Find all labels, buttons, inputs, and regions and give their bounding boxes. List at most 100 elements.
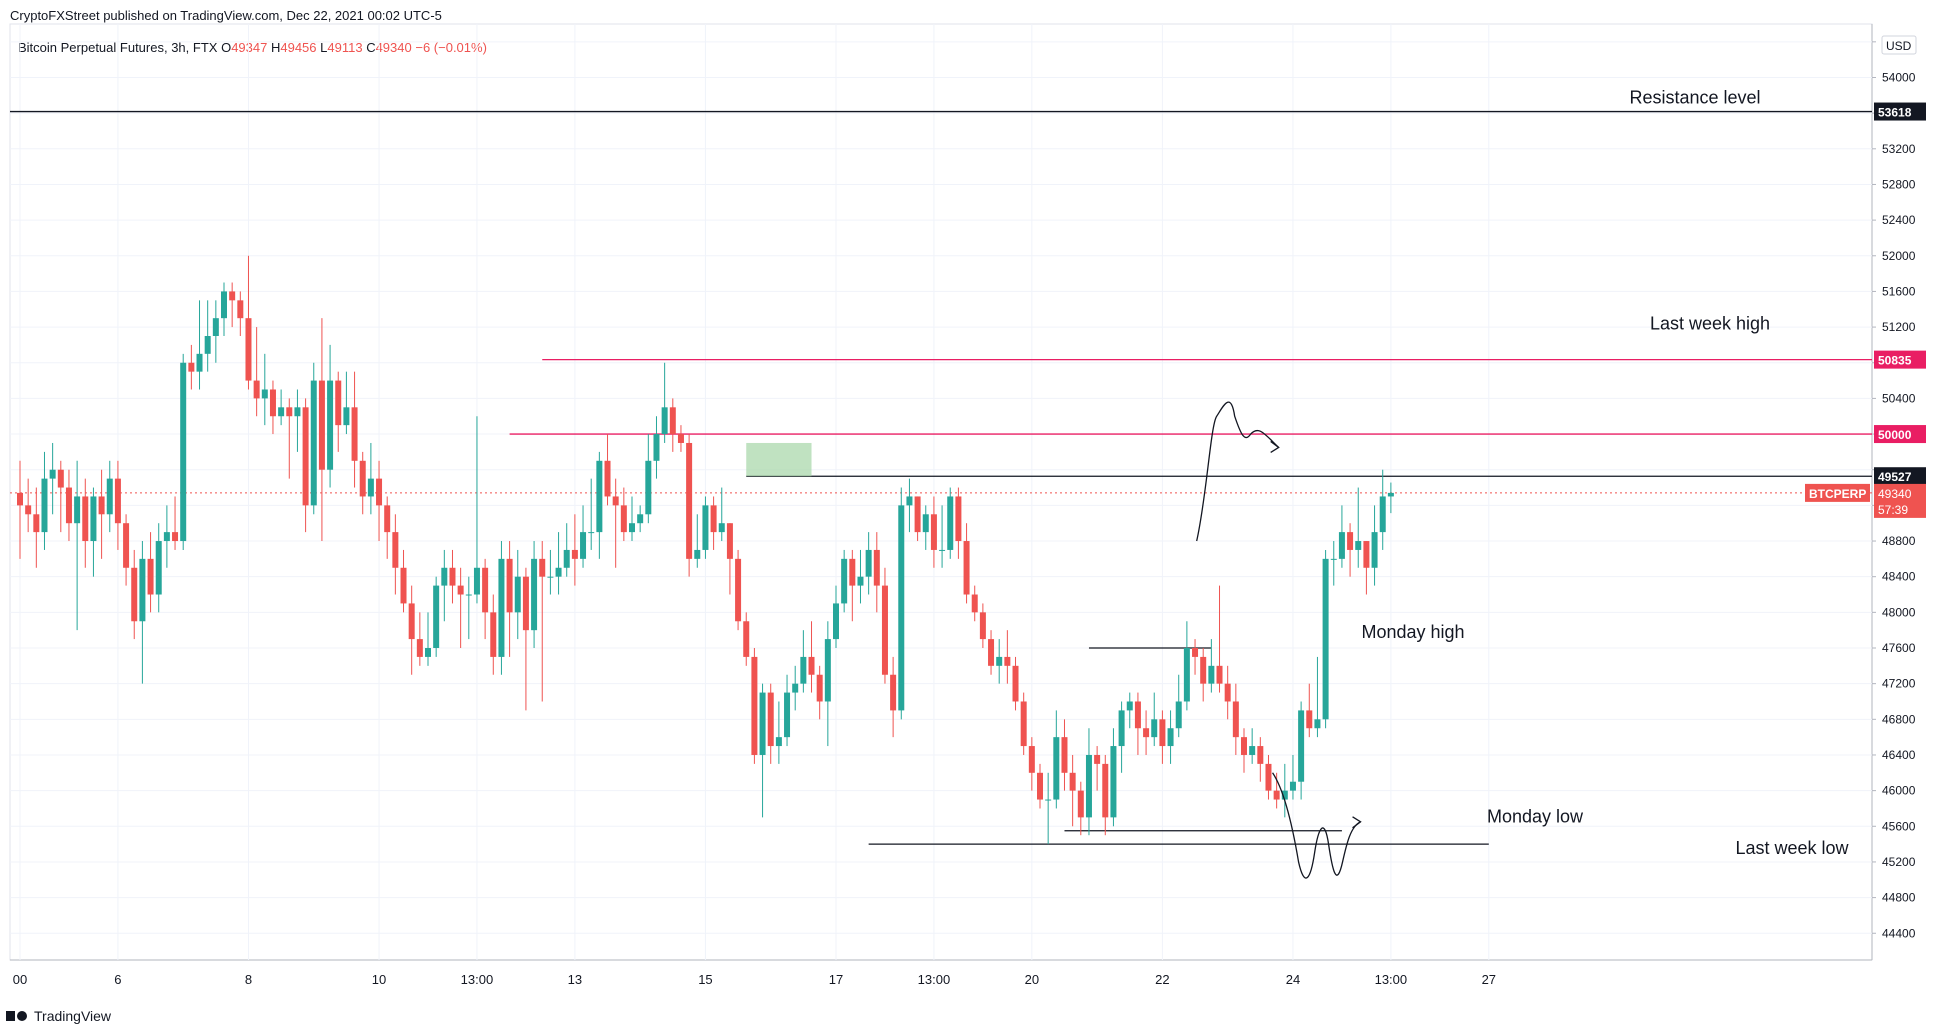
candle-body	[1289, 781, 1296, 791]
level-price-label: 53618	[1878, 106, 1912, 120]
candle-body	[988, 639, 995, 666]
candle-body	[922, 514, 929, 533]
level-label: Resistance level	[1629, 88, 1760, 108]
candle-body	[17, 492, 23, 506]
candle-body	[702, 505, 709, 550]
candle-body	[792, 683, 799, 693]
candle-body	[571, 549, 578, 559]
downside-arrow-icon	[1352, 816, 1362, 829]
price-tick-label: 44800	[1882, 891, 1916, 905]
price-chart[interactable]: Resistance level Last week high Monday hig…	[0, 0, 1941, 1000]
candle-body	[645, 460, 652, 515]
level-lines	[10, 110, 1872, 845]
candle-body	[979, 612, 986, 640]
candle-body	[1175, 701, 1182, 729]
candle-body	[637, 514, 644, 524]
candle-body	[1126, 701, 1133, 711]
candle-body	[1077, 790, 1084, 818]
symbol-tag-label: BTCPERP	[1809, 487, 1866, 501]
time-tick-label: 10	[372, 972, 386, 987]
candle-body	[751, 656, 758, 755]
candle-body	[1330, 558, 1337, 560]
candle-body	[539, 558, 546, 577]
candle-body	[278, 407, 285, 417]
level-price-tag	[1874, 102, 1926, 121]
candle-body	[800, 656, 807, 684]
candle-body	[1355, 541, 1362, 550]
candle-body	[1298, 710, 1305, 782]
candle-body	[1347, 532, 1354, 550]
candle-body	[1224, 683, 1231, 702]
time-tick-label: 20	[1025, 972, 1039, 987]
candle-body	[318, 380, 325, 470]
candle-body	[123, 523, 130, 568]
candle-body	[433, 585, 440, 648]
candle-body	[1281, 790, 1288, 800]
candle-body	[498, 558, 505, 657]
price-tick-label: 48400	[1882, 570, 1916, 584]
candle-body	[294, 407, 301, 417]
candle-body	[612, 496, 619, 506]
candle-body	[841, 558, 848, 604]
candle-body	[588, 532, 595, 534]
candle-body	[65, 487, 72, 524]
candle-body	[759, 692, 766, 755]
candle-body	[1151, 719, 1158, 738]
time-tick-label: 13:00	[461, 972, 494, 987]
candle-body	[596, 460, 603, 533]
candle-body	[229, 291, 236, 301]
brand-label: TradingView	[34, 1008, 112, 1024]
candle-body	[1387, 492, 1394, 497]
ohlc-low: 49113	[327, 40, 363, 55]
plot-frame	[9, 23, 1873, 961]
candle-body	[971, 594, 978, 613]
ohlc-high-key: H	[270, 40, 281, 55]
level-label: Monday low	[1487, 807, 1584, 827]
candle-body	[163, 532, 170, 542]
time-tick-label: 8	[245, 972, 252, 987]
ohlc-change: −6 (−0.01%)	[415, 40, 487, 55]
candle-body	[555, 567, 562, 577]
ohlc-open: 49347	[231, 40, 268, 55]
time-tick-label: 17	[829, 972, 843, 987]
candle-body	[906, 496, 913, 506]
candle-body	[1118, 710, 1125, 747]
candle-body	[661, 407, 668, 435]
price-tick-label: 45200	[1882, 855, 1916, 869]
price-tick-label: 46000	[1882, 784, 1916, 798]
candle-body	[90, 496, 97, 542]
candle-body	[865, 549, 872, 577]
level-price-label: 50835	[1878, 354, 1912, 368]
price-tick-label: 52800	[1882, 177, 1916, 191]
candle-body	[1257, 746, 1264, 764]
candle-body	[881, 585, 888, 675]
candle-body	[1045, 799, 1052, 801]
candle-body	[245, 318, 252, 381]
candle-body	[286, 407, 293, 417]
candle-body	[1028, 746, 1035, 773]
candle-body	[677, 434, 684, 443]
candle-body	[269, 389, 276, 417]
candle-body	[441, 567, 448, 586]
symbol-legend: Bitcoin Perpetual Futures, 3h, FTX O4934…	[18, 40, 487, 55]
candle-body	[408, 603, 415, 640]
level-price-tag	[1874, 425, 1926, 444]
candle-body	[310, 380, 317, 506]
tradingview-brand[interactable]: TradingView	[6, 1008, 111, 1024]
candle-body	[1306, 710, 1313, 729]
time-axis: 00 6 8 10 13:00 13 15 17 13:00 20 22 24 13:00 27	[13, 972, 1496, 987]
candle-body	[930, 514, 937, 550]
candle-body	[351, 407, 358, 461]
candle-body	[221, 291, 227, 319]
candle-body	[98, 496, 105, 515]
candle-body	[857, 576, 864, 586]
price-tick-label: 45600	[1882, 819, 1916, 833]
time-tick-label: 13:00	[1375, 972, 1408, 987]
candle-body	[1265, 763, 1272, 791]
candle-body	[653, 434, 660, 461]
candle-body	[1110, 746, 1117, 818]
candle-body	[1183, 648, 1190, 702]
symbol-tag	[1805, 483, 1870, 502]
candle-body	[816, 674, 823, 702]
publisher-line: CryptoFXStreet published on TradingView.…	[10, 8, 442, 23]
